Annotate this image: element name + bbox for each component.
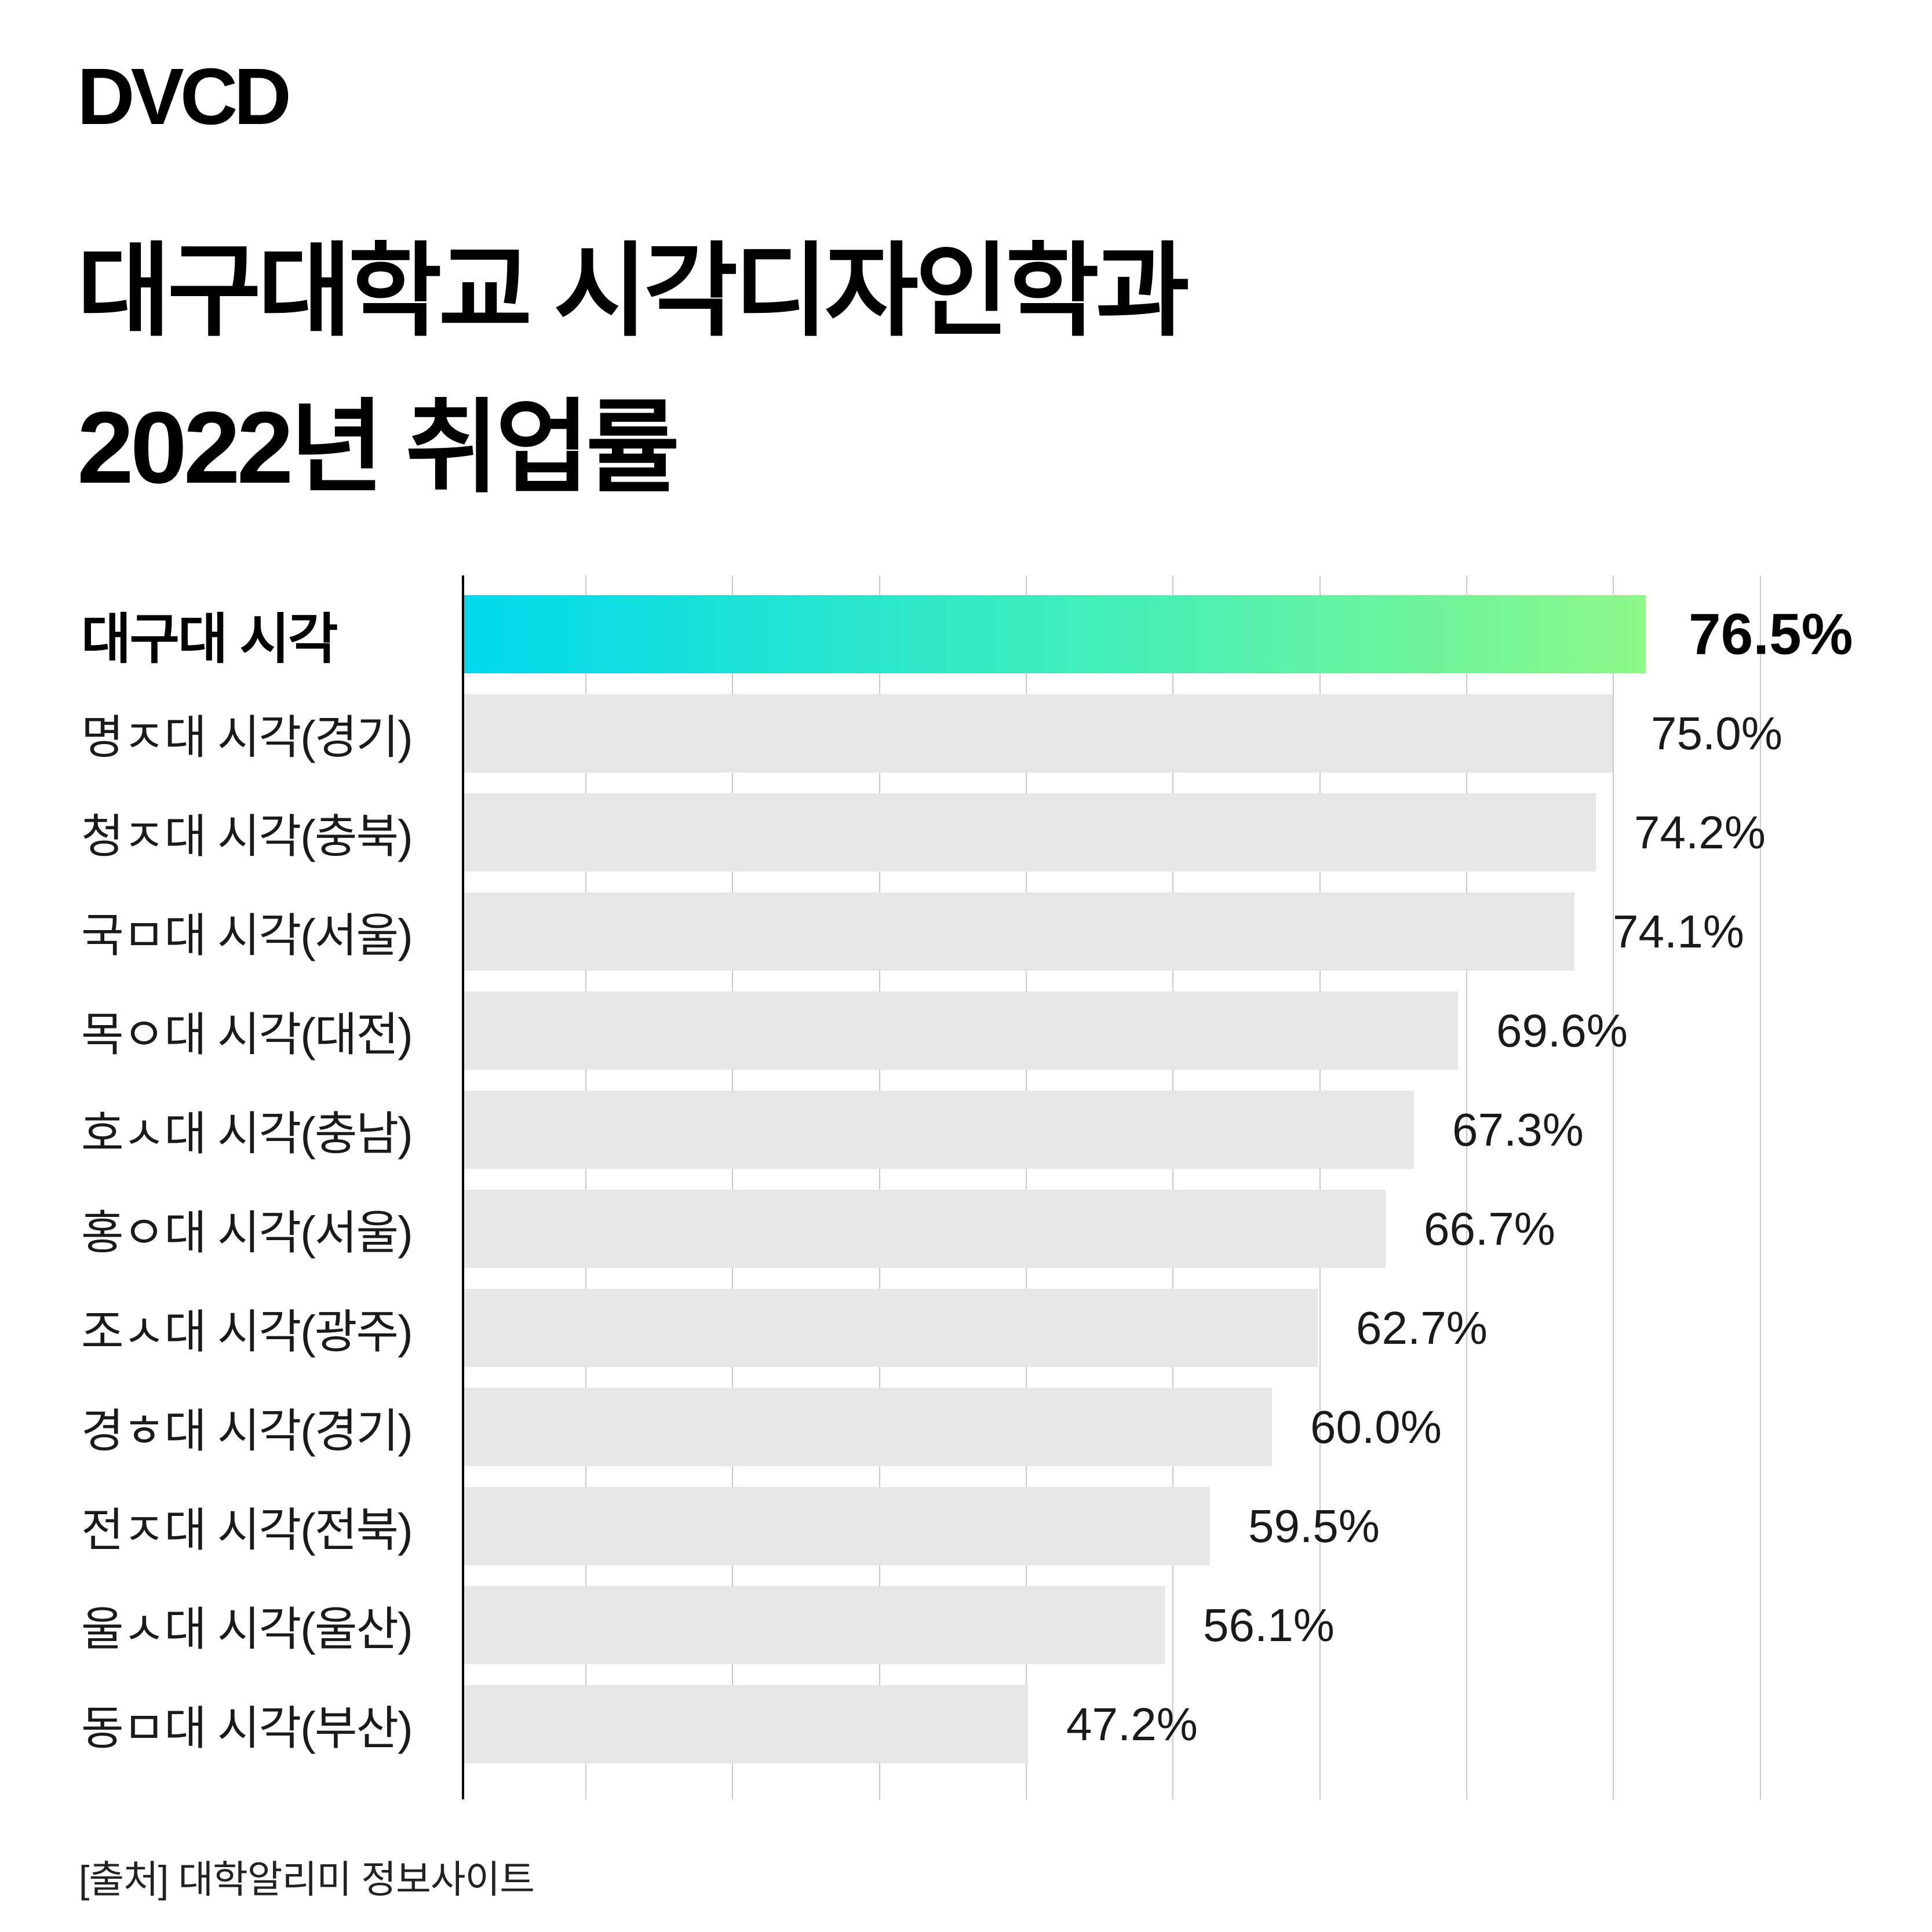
chart-row: 명ㅈ대 시각(경기) 75.0% — [0, 694, 1932, 772]
bar — [464, 1190, 1386, 1268]
bar — [464, 1289, 1318, 1367]
row-label: 호ㅅ대 시각(충남) — [81, 1107, 413, 1160]
source-note: [출처] 대학알리미 정보사이트 — [79, 1858, 535, 1901]
value-label: 56.1% — [1203, 1599, 1335, 1651]
row-label: 조ㅅ대 시각(광주) — [81, 1306, 413, 1358]
value-label: 60.0% — [1310, 1401, 1442, 1453]
chart-row: 전ㅈ대 시각(전북) 59.5% — [0, 1487, 1932, 1565]
bar — [464, 892, 1574, 971]
value-label: 59.5% — [1248, 1500, 1380, 1552]
gridline — [1026, 575, 1027, 1799]
bar-highlight — [464, 595, 1646, 673]
brand-logo: DVCD — [77, 52, 291, 141]
chart-row: 동ㅁ대 시각(부산) 47.2% — [0, 1685, 1932, 1763]
row-label: 전ㅈ대 시각(전북) — [81, 1504, 413, 1556]
gridline — [732, 575, 733, 1799]
bar — [464, 694, 1613, 772]
title-line-2: 2022년 취업률 — [77, 391, 680, 505]
value-label: 66.7% — [1424, 1202, 1555, 1255]
chart-row: 목ㅇ대 시각(대전) 69.6% — [0, 991, 1932, 1070]
row-label-highlight: 대구대 시각 — [81, 608, 338, 669]
value-label: 74.2% — [1634, 806, 1766, 858]
gridline — [585, 575, 586, 1799]
value-label: 75.0% — [1651, 707, 1782, 759]
bar — [464, 1487, 1210, 1565]
chart-row: 호ㅅ대 시각(충남) 67.3% — [0, 1091, 1932, 1169]
bar — [464, 1091, 1414, 1169]
value-label: 47.2% — [1066, 1698, 1198, 1750]
bar — [464, 1388, 1272, 1466]
bar — [464, 991, 1458, 1070]
row-label: 동ㅁ대 시각(부산) — [81, 1702, 413, 1754]
value-label: 69.6% — [1496, 1004, 1628, 1056]
chart-row: 홍ㅇ대 시각(서울) 66.7% — [0, 1190, 1932, 1268]
chart-row: 울ㅅ대 시각(울산) 56.1% — [0, 1586, 1932, 1664]
row-label: 목ㅇ대 시각(대전) — [81, 1008, 413, 1060]
gridline — [1319, 575, 1321, 1799]
title-line-1: 대구대학교 시각디자인학과 — [77, 235, 1190, 348]
gridline — [1466, 575, 1467, 1799]
bar — [464, 1685, 1028, 1763]
chart-row: 조ㅅ대 시각(광주) 62.7% — [0, 1289, 1932, 1367]
row-label: 홍ㅇ대 시각(서울) — [81, 1206, 413, 1259]
value-label: 67.3% — [1452, 1103, 1584, 1155]
page-title: 대구대학교 시각디자인학과 2022년 취업률 — [77, 213, 1190, 526]
row-label: 국ㅁ대 시각(서울) — [81, 909, 413, 961]
chart-row: 경ㅎ대 시각(경기) 60.0% — [0, 1388, 1932, 1466]
bar — [464, 793, 1596, 872]
row-label: 청ㅈ대 시각(충북) — [81, 810, 413, 862]
value-label: 76.5% — [1689, 602, 1853, 666]
chart-row: 대구대 시각 76.5% — [0, 595, 1932, 673]
chart-row: 국ㅁ대 시각(서울) 74.1% — [0, 892, 1932, 971]
gridline — [1613, 575, 1614, 1799]
value-label: 74.1% — [1613, 905, 1744, 957]
gridline — [1760, 575, 1761, 1799]
chart-row: 청ㅈ대 시각(충북) 74.2% — [0, 793, 1932, 872]
y-axis-line — [462, 575, 464, 1799]
gridline — [1172, 575, 1173, 1799]
value-label: 62.7% — [1356, 1302, 1488, 1354]
row-label: 명ㅈ대 시각(경기) — [81, 711, 413, 763]
gridline — [879, 575, 880, 1799]
bar — [464, 1586, 1165, 1664]
row-label: 경ㅎ대 시각(경기) — [81, 1405, 413, 1457]
row-label: 울ㅅ대 시각(울산) — [81, 1603, 413, 1655]
